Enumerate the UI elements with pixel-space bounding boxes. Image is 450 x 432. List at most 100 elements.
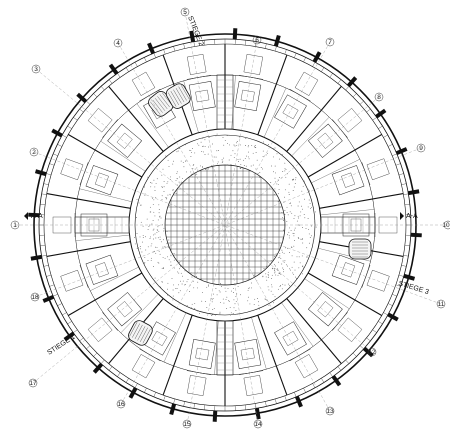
unit [60,158,119,196]
axis-marker-4: 4 [113,38,123,48]
corridor-line [75,234,130,241]
facade-pier [254,407,261,420]
balcony-tick [43,265,49,267]
balcony-tick [404,203,410,205]
balcony-tick [352,352,357,357]
svg-text:5: 5 [183,9,187,16]
balcony-tick [383,312,388,316]
balcony-tick [79,108,84,113]
svg-text:12: 12 [368,349,376,356]
svg-text:A-A: A-A [406,213,418,220]
facade-pier [331,375,342,387]
balcony-tick [387,144,393,147]
axis-line [224,224,442,305]
axis-line [33,151,226,226]
planting-texture [134,133,317,317]
radial-wall [46,241,131,257]
stair-core-2 [128,320,153,346]
stair-core-3 [348,238,372,260]
facade-pier [34,169,47,177]
balcony-tick [245,404,247,410]
radial-wall [286,85,342,152]
facade-pier [375,108,387,119]
balcony-tick [337,79,342,84]
axis-line [35,68,226,226]
balcony-tick [49,163,55,166]
balcony-tick [73,329,78,333]
svg-text:11: 11 [438,301,445,308]
facade-pier [362,346,374,358]
facade-pier [395,147,408,156]
facade-pier [63,331,75,342]
balcony-tick [79,337,84,342]
apartment-units [52,53,398,397]
axis-line [224,96,380,226]
axis-line [224,39,258,226]
axis-marker-6: 6 [252,35,262,45]
corridor-line [263,87,287,138]
balcony-tick [401,183,407,185]
unit [187,339,216,397]
facade-pier [294,395,303,408]
balcony-tick [67,125,72,129]
balcony-tick [398,173,404,176]
facade-pier [128,387,138,399]
svg-text:6: 6 [255,37,259,44]
balcony-tick [265,401,267,407]
unit [87,292,143,342]
corridor-line [100,140,146,172]
balcony-tick [404,245,410,247]
balcony-tick [372,117,377,121]
balcony-tick [392,294,397,297]
facade-pier [42,294,55,303]
corridor-line [214,320,219,375]
axis-lines [15,11,448,425]
svg-text:13: 13 [326,408,334,415]
corridor-line [120,293,159,334]
axis-marker-10: 10 [442,220,450,230]
radial-wall [307,272,383,316]
balcony-tick [395,284,401,287]
balcony-tick [294,392,297,397]
facade-pier [28,212,40,218]
corridor-line [311,159,360,184]
axis-marker-8: 8 [374,92,384,102]
svg-text:14: 14 [254,421,262,428]
facade-pier [403,273,416,281]
bridge-west [74,216,130,234]
unit [331,254,390,292]
balcony-tick [303,57,306,63]
balcony-tick [337,366,342,371]
facade-pier [273,34,281,47]
axis-line [224,41,331,226]
svg-text:17: 17 [29,380,37,387]
balcony-tick [173,46,176,52]
svg-text:8: 8 [377,94,381,101]
axis-line [224,224,373,353]
svg-text:3: 3 [34,66,38,73]
balcony-tick [173,398,176,404]
balcony-tick [329,372,333,377]
stair-core-1 [148,91,174,117]
radial-wall [319,193,404,209]
balcony-tick [163,49,166,55]
balcony-tick [312,383,316,388]
radial-wall [46,193,131,209]
balcony-tick [43,183,49,185]
facade-pier [212,410,218,422]
balcony-tick [366,337,371,342]
stair-label-1: STIEGE 1 [46,334,76,357]
stair-label-3: STIEGE 3 [397,280,429,296]
balcony-tick [163,395,166,401]
svg-text:16: 16 [117,401,125,408]
balcony-tick [153,392,156,397]
axis-marker-16: 16 [116,399,126,409]
radial-wall [108,85,164,152]
radial-wall [307,134,383,178]
balcony-tick [125,378,129,383]
balcony-tick [284,395,287,401]
balcony-tick [398,274,404,277]
facade-pier [147,42,156,55]
axis-marker-14: 14 [253,419,263,429]
balcony-tick [41,193,47,195]
